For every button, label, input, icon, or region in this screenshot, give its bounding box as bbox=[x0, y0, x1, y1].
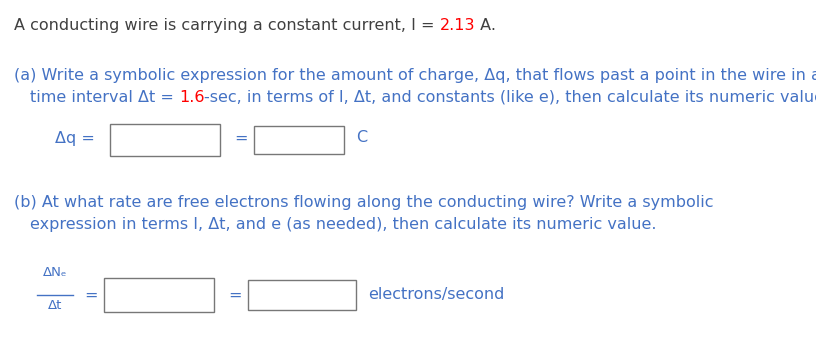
Bar bbox=[110, 124, 220, 156]
Text: =: = bbox=[228, 287, 242, 302]
Text: Δt: Δt bbox=[48, 299, 62, 312]
Text: C: C bbox=[356, 131, 367, 145]
Text: =: = bbox=[84, 287, 97, 302]
Text: 2.13: 2.13 bbox=[440, 18, 475, 33]
Bar bbox=[254, 126, 344, 154]
Text: A conducting wire is carrying a constant current, I =: A conducting wire is carrying a constant… bbox=[14, 18, 440, 33]
Text: time interval Δt =: time interval Δt = bbox=[30, 90, 179, 105]
Text: expression in terms I, Δt, and e (as needed), then calculate its numeric value.: expression in terms I, Δt, and e (as nee… bbox=[30, 217, 657, 232]
Text: ΔNₑ: ΔNₑ bbox=[42, 266, 67, 279]
Text: (a) Write a symbolic expression for the amount of charge, Δq, that flows past a : (a) Write a symbolic expression for the … bbox=[14, 68, 816, 83]
Bar bbox=[104, 278, 214, 312]
Text: A.: A. bbox=[475, 18, 496, 33]
Text: -sec, in terms of I, Δt, and constants (like e), then calculate its numeric valu: -sec, in terms of I, Δt, and constants (… bbox=[205, 90, 816, 105]
Text: =: = bbox=[234, 131, 247, 145]
Text: electrons/second: electrons/second bbox=[368, 287, 504, 302]
Text: 1.6: 1.6 bbox=[179, 90, 205, 105]
Bar bbox=[248, 280, 356, 310]
Text: Δq =: Δq = bbox=[55, 131, 95, 145]
Text: (b) At what rate are free electrons flowing along the conducting wire? Write a s: (b) At what rate are free electrons flow… bbox=[14, 195, 713, 210]
